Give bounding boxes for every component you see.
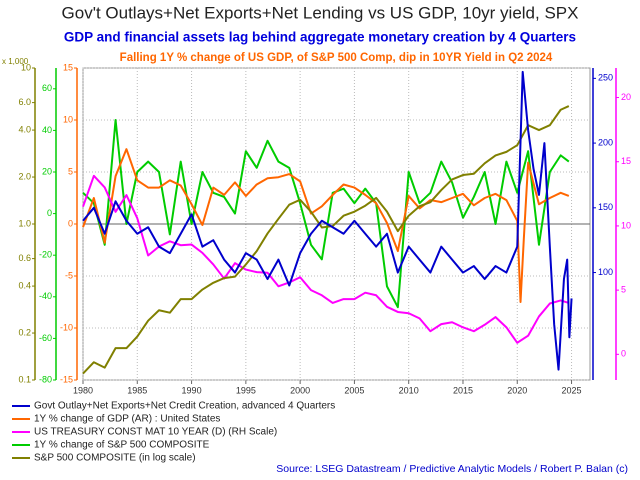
y-tick-label: 6.0	[18, 97, 31, 107]
y-tick-label: 5	[68, 166, 73, 176]
x-tick-label: 2015	[453, 385, 473, 395]
y-tick-label: 0.1	[18, 374, 31, 384]
y-tick-label: 10	[621, 220, 631, 230]
y-tick-label: -40	[39, 291, 52, 301]
chart-note: Falling 1Y % change of US GDP, of S&P 50…	[120, 52, 553, 64]
y-tick-label: -80	[39, 374, 52, 384]
series-line	[82, 105, 570, 375]
y-tick-label: 15	[63, 62, 73, 72]
y-tick-label: -60	[39, 333, 52, 343]
y-tick-label: 0	[621, 349, 626, 359]
y-tick-label: 150	[598, 202, 613, 212]
legend-label: 1Y % change of GDP (AR) : United States	[34, 414, 220, 425]
y-tick-label: 10	[21, 62, 31, 72]
y-tick-label: 15	[621, 156, 631, 166]
series-line	[82, 174, 570, 344]
legend-label: 1Y % change of S&P 500 COMPOSITE	[34, 440, 210, 451]
chart-subtitle: GDP and financial assets lag behind aggr…	[64, 30, 576, 45]
y-tick-label: -5	[65, 270, 73, 280]
x-tick-label: 2005	[344, 385, 364, 395]
y-tick-label: 60	[42, 83, 52, 93]
x-tick-label: 1980	[73, 385, 93, 395]
legend-label: US TREASURY CONST MAT 10 YEAR (D) (RH Sc…	[34, 427, 277, 438]
y-tick-label: 250	[598, 73, 613, 83]
y-tick-label: 0	[68, 218, 73, 228]
y-tick-label: -20	[39, 250, 52, 260]
x-tick-label: 2000	[290, 385, 310, 395]
y-tick-label: 10	[63, 114, 73, 124]
y-tick-label: 20	[42, 166, 52, 176]
y-tick-label: 4.0	[18, 124, 31, 134]
series-line	[82, 148, 570, 303]
legend-label: S&P 500 COMPOSITE (in log scale)	[34, 453, 196, 464]
y-tick-label: -15	[60, 374, 73, 384]
x-tick-label: 1995	[236, 385, 256, 395]
x-tick-label: 1990	[182, 385, 202, 395]
axis-note: x 1,000	[2, 57, 29, 66]
series-line	[82, 70, 573, 371]
y-tick-label: 200	[598, 137, 613, 147]
y-tick-label: 0.4	[18, 280, 31, 290]
y-tick-label: 0.2	[18, 327, 31, 337]
source: Source: LSEG Datastream / Predictive Ana…	[276, 463, 628, 475]
y-tick-label: 40	[42, 125, 52, 135]
y-tick-label: 0	[47, 208, 52, 218]
y-tick-label: -10	[60, 322, 73, 332]
y-tick-label: 100	[598, 267, 613, 277]
x-tick-label: 2010	[399, 385, 419, 395]
x-tick-label: 2025	[562, 385, 582, 395]
x-tick-label: 2020	[507, 385, 527, 395]
y-tick-label: 2.0	[18, 171, 31, 181]
x-tick-label: 1985	[127, 385, 147, 395]
y-tick-label: 0.6	[18, 253, 31, 263]
y-tick-label: 5	[621, 284, 626, 294]
chart-title: Gov't Outlays+Net Exports+Net Lending vs…	[62, 3, 579, 22]
legend-label: Govt Outlay+Net Exports+Net Credit Creat…	[34, 401, 335, 412]
y-tick-label: 1.0	[18, 218, 31, 228]
y-tick-label: 20	[621, 92, 631, 102]
